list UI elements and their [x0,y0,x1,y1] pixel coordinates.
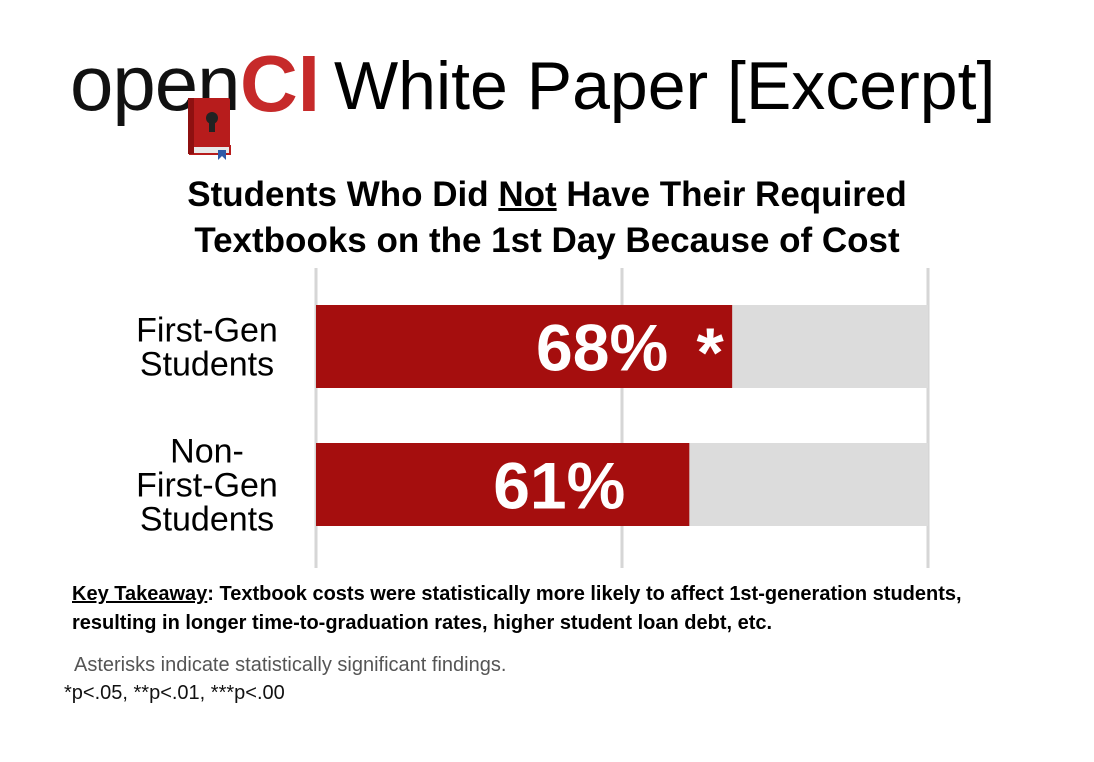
pvalue-legend: *p<.05, **p<.01, ***p<.00 [64,682,285,704]
significance-star-0: * [697,314,725,392]
chart-title: Students Who Did Not Have Their Required… [0,172,1094,264]
title-part-1: Students Who Did [187,175,499,214]
takeaway-label: Key Takeaway [72,583,208,605]
bar-1 [316,443,690,526]
category-label-1-0: Non- [170,433,244,471]
title-part-not: Not [498,175,557,214]
data-label-1: 61% [493,449,625,523]
takeaway-text: : Textbook costs were statistically more… [72,583,962,634]
category-label-0-1: Students [140,346,274,384]
header: open CI White Paper [Excerpt] [0,0,1094,170]
title-part-3: Textbooks on the 1st Day Because of Cost [194,221,900,260]
footnote: Asterisks indicate statistically signifi… [74,654,507,676]
data-label-0: 68% [536,311,668,385]
title-part-2: Have Their Required [556,175,907,214]
category-label-0-0: First-Gen [136,312,278,350]
key-takeaway: Key Takeaway: Textbook costs were statis… [72,580,1032,638]
category-label-1-1: First-Gen [136,467,278,505]
category-label-1-2: Students [140,501,274,539]
header-title: White Paper [Excerpt] [334,48,996,124]
logo-ci-text: CI [240,39,320,128]
bar-0 [316,305,733,388]
book-lock-icon [188,98,231,160]
bar-chart: 68% *First-GenStudents61%Non-First-GenStu… [136,268,930,568]
